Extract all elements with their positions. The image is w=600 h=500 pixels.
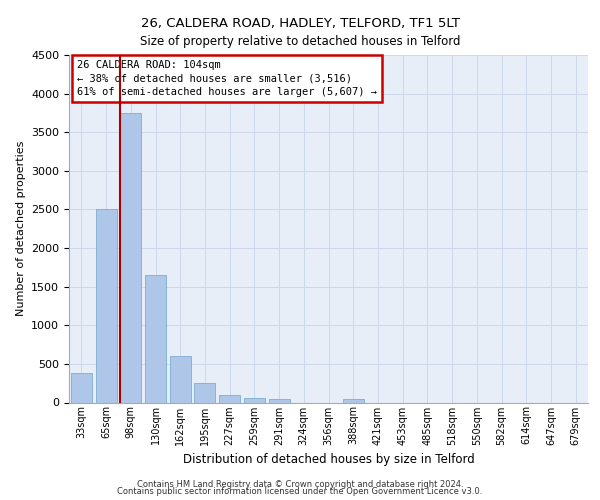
Bar (244, 398, 265, 402)
Text: Contains public sector information licensed under the Open Government Licence v3: Contains public sector information licen… (118, 488, 482, 496)
Bar (145, 275, 166, 402)
Bar (95, 210, 116, 402)
Bar (219, 395, 240, 402)
Text: 26, CALDERA ROAD, HADLEY, TELFORD, TF1 5LT: 26, CALDERA ROAD, HADLEY, TELFORD, TF1 5… (140, 18, 460, 30)
Bar (120, 113, 141, 403)
Text: Size of property relative to detached houses in Telford: Size of property relative to detached ho… (140, 35, 460, 48)
Bar (269, 398, 290, 402)
Bar (71, 373, 92, 402)
Text: Contains HM Land Registry data © Crown copyright and database right 2024.: Contains HM Land Registry data © Crown c… (137, 480, 463, 489)
Bar (194, 383, 215, 402)
X-axis label: Distribution of detached houses by size in Telford: Distribution of detached houses by size … (182, 453, 475, 466)
Text: 26 CALDERA ROAD: 104sqm
← 38% of detached houses are smaller (3,516)
61% of semi: 26 CALDERA ROAD: 104sqm ← 38% of detache… (77, 60, 377, 96)
Y-axis label: Number of detached properties: Number of detached properties (16, 141, 26, 316)
Bar (170, 356, 191, 403)
Bar (343, 398, 364, 402)
